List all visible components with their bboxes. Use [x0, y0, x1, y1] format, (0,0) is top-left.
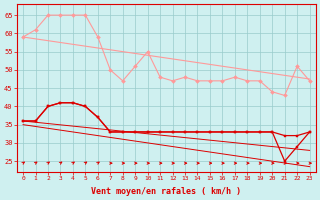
X-axis label: Vent moyen/en rafales ( km/h ): Vent moyen/en rafales ( km/h ) — [91, 187, 241, 196]
